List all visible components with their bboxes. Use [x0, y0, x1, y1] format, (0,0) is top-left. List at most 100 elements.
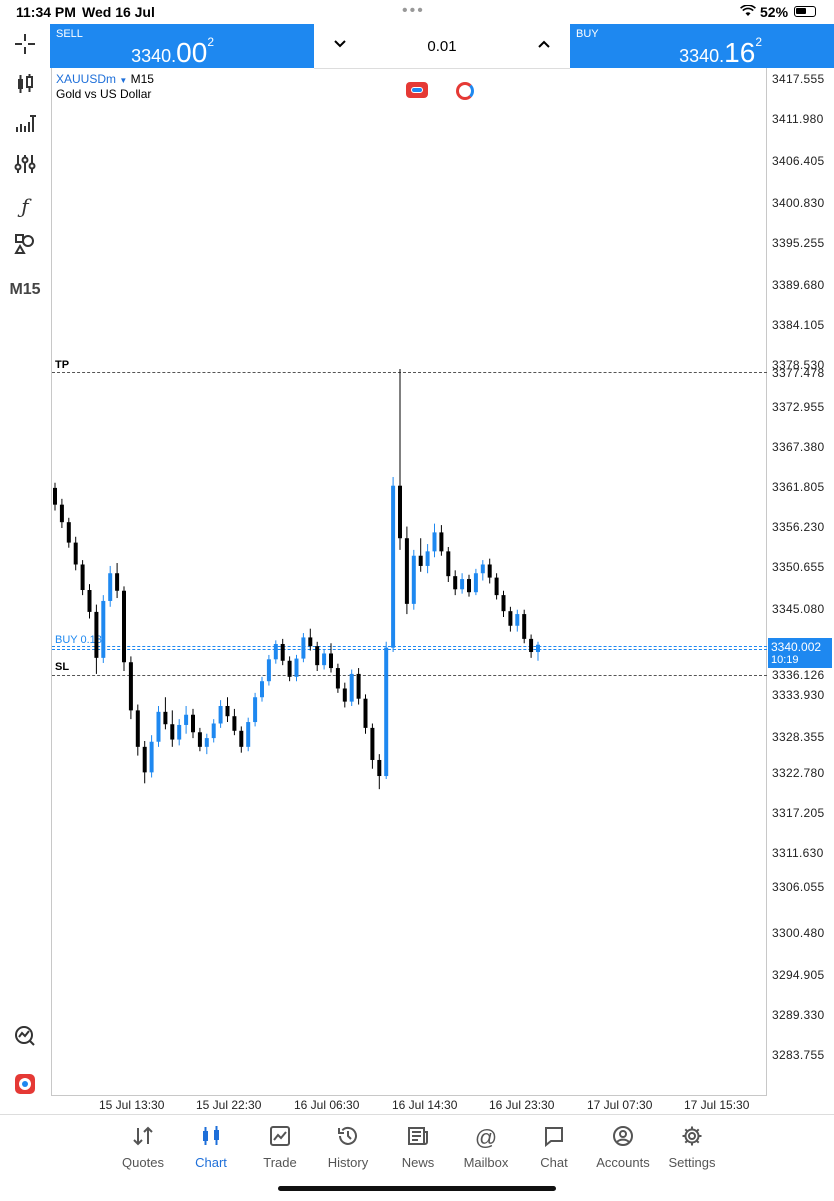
- price-axis-label: 3367.380: [772, 440, 825, 454]
- price-axis-label: 3400.830: [772, 196, 825, 210]
- time-axis-label: 16 Jul 23:30: [489, 1098, 555, 1112]
- mailbox-icon: @: [474, 1125, 498, 1150]
- stop-loss-line[interactable]: [52, 675, 767, 676]
- price-axis-label: 3395.255: [772, 236, 825, 250]
- buy-button[interactable]: BUY 3340.162: [570, 24, 834, 68]
- function-icon[interactable]: ƒ: [21, 194, 29, 218]
- chart-area[interactable]: [51, 68, 767, 1096]
- one-click-trade-panel: SELL 3340.002 0.01 BUY 3340.162: [50, 24, 834, 69]
- price-axis-label: 3317.205: [772, 806, 825, 820]
- symbol-name[interactable]: XAUUSDm: [56, 72, 117, 86]
- indicators-icon[interactable]: [11, 112, 39, 140]
- chart-toolbar: ƒ M15: [0, 24, 50, 1114]
- trading-signals-icon[interactable]: [11, 1024, 39, 1052]
- wifi-icon: [740, 4, 756, 20]
- price-axis-label: 3306.055: [772, 880, 825, 894]
- status-date: Wed 16 Jul: [82, 4, 155, 20]
- multitask-dots-icon[interactable]: •••: [402, 2, 425, 19]
- chevron-up-icon[interactable]: [538, 36, 550, 52]
- symbol-dropdown-icon[interactable]: ▼: [119, 76, 128, 85]
- tab-quotes[interactable]: Quotes: [108, 1125, 178, 1170]
- price-axis-label: 3328.355: [772, 730, 825, 744]
- price-axis-label: 3372.955: [772, 400, 825, 414]
- price-axis-label: 3361.805: [772, 480, 825, 494]
- home-indicator: [278, 1186, 556, 1191]
- buy-order-label: BUY 0.13: [55, 634, 102, 646]
- buy-price: 3340.162: [679, 35, 762, 68]
- price-axis-label: 3289.330: [772, 1008, 825, 1022]
- tab-chat[interactable]: Chat: [519, 1125, 589, 1170]
- tab-history[interactable]: History: [313, 1125, 383, 1170]
- price-axis-label: 3384.105: [772, 318, 825, 332]
- chevron-down-icon[interactable]: [334, 36, 346, 52]
- settings-icon: [657, 1125, 727, 1151]
- trade-panel-toggle-icon[interactable]: [406, 82, 428, 98]
- history-icon: [313, 1125, 383, 1151]
- tab-accounts[interactable]: Accounts: [588, 1125, 658, 1170]
- price-axis-label: 3417.555: [772, 72, 825, 86]
- price-axis-label: 3356.230: [772, 520, 825, 534]
- time-axis-label: 17 Jul 15:30: [684, 1098, 750, 1112]
- news-icon: [383, 1125, 453, 1151]
- quotes-icon: [108, 1125, 178, 1151]
- battery-icon: [794, 6, 816, 17]
- bid-price-line: [52, 649, 767, 650]
- buy-order-line[interactable]: [52, 646, 767, 647]
- price-axis-label: 3389.680: [772, 278, 825, 292]
- current-price: 3340.002: [771, 640, 822, 654]
- lot-size-selector: 0.01: [314, 24, 570, 69]
- settings-sliders-icon[interactable]: [11, 152, 39, 180]
- tab-chart[interactable]: Chart: [176, 1125, 246, 1170]
- time-axis-label: 16 Jul 14:30: [392, 1098, 458, 1112]
- price-axis-label: 3322.780: [772, 766, 825, 780]
- tab-mailbox[interactable]: @ Mailbox: [451, 1125, 521, 1170]
- time-axis-label: 16 Jul 06:30: [294, 1098, 360, 1112]
- buy-label: BUY: [576, 28, 599, 40]
- sell-label: SELL: [56, 28, 83, 40]
- price-axis-label: 3294.905: [772, 968, 825, 982]
- battery-percent: 52%: [760, 4, 789, 20]
- time-axis: 15 Jul 13:30 15 Jul 22:30 16 Jul 06:30 16 J…: [51, 1096, 767, 1114]
- sell-price: 3340.002: [131, 35, 214, 68]
- time-axis-label: 15 Jul 22:30: [196, 1098, 262, 1112]
- tab-trade[interactable]: Trade: [245, 1125, 315, 1170]
- price-axis-label: 3350.655: [772, 560, 825, 574]
- one-click-trading-icon[interactable]: [11, 1072, 39, 1100]
- symbol-header[interactable]: XAUUSDm ▼ M15: [56, 72, 154, 86]
- price-axis: 3417.555 3411.980 3406.405 3400.830 3395.255…: [767, 68, 834, 1114]
- price-axis-label: 3411.980: [772, 112, 824, 126]
- time-axis-label: 17 Jul 07:30: [587, 1098, 653, 1112]
- tab-settings[interactable]: Settings: [657, 1125, 727, 1170]
- trade-icon: [245, 1125, 315, 1151]
- current-price-tag: 3340.002 10:19: [768, 638, 832, 668]
- status-time: 11:34 PM: [16, 4, 76, 20]
- objects-icon[interactable]: [11, 232, 39, 260]
- time-axis-label: 15 Jul 13:30: [99, 1098, 165, 1112]
- lot-size-value[interactable]: 0.01: [427, 38, 457, 55]
- price-axis-label: 3406.405: [772, 154, 825, 168]
- sell-button[interactable]: SELL 3340.002: [50, 24, 314, 68]
- take-profit-label: TP: [55, 359, 70, 371]
- chart-type-icon[interactable]: [11, 72, 39, 100]
- accounts-icon: [588, 1125, 658, 1151]
- bar-countdown: 10:19: [771, 654, 799, 666]
- price-axis-label: 3283.755: [772, 1048, 825, 1062]
- timeframe-button[interactable]: M15: [9, 281, 41, 298]
- price-axis-label: 3345.080: [772, 602, 825, 616]
- price-axis-label: 3336.126: [772, 668, 825, 682]
- crosshair-icon[interactable]: [11, 32, 39, 60]
- symbol-description: Gold vs US Dollar: [56, 87, 152, 101]
- market-watch-icon[interactable]: [456, 82, 474, 100]
- price-axis-label: 3311.630: [772, 846, 824, 860]
- timeframe-label: M15: [130, 72, 154, 86]
- status-bar: 11:34 PM Wed 16 Jul ••• 52%: [0, 0, 834, 24]
- take-profit-line[interactable]: [52, 372, 767, 373]
- price-axis-label: 3333.930: [772, 688, 825, 702]
- candlestick-chart-icon: [176, 1125, 246, 1151]
- price-axis-label: 3300.480: [772, 926, 825, 940]
- price-axis-label: 3378.530: [772, 358, 825, 372]
- chat-icon: [519, 1125, 589, 1151]
- stop-loss-label: SL: [55, 661, 70, 673]
- price-axis-label: 3377.478: [772, 366, 825, 380]
- tab-news[interactable]: News: [383, 1125, 453, 1170]
